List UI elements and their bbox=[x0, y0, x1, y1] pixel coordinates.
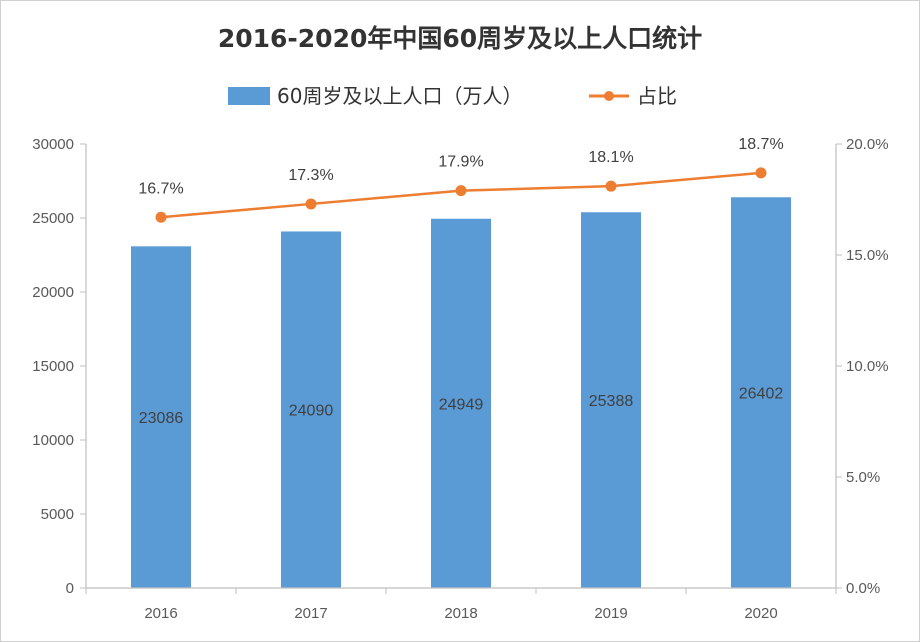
bar-value-label: 25388 bbox=[589, 393, 634, 410]
bar-value-label: 24949 bbox=[439, 396, 484, 413]
ratio-value-label: 18.1% bbox=[588, 149, 633, 166]
axes bbox=[85, 144, 837, 589]
bar-series bbox=[131, 197, 791, 588]
chart-title: 2016-2020年中国60周岁及以上人口统计 bbox=[218, 24, 702, 53]
x-tick-label: 2019 bbox=[594, 605, 627, 622]
ratio-point bbox=[305, 198, 317, 210]
ratio-point bbox=[605, 180, 617, 192]
left-tick-label: 5000 bbox=[41, 506, 74, 523]
left-tick-label: 15000 bbox=[32, 358, 74, 375]
x-tick-label: 2016 bbox=[144, 605, 177, 622]
x-tick-label: 2020 bbox=[744, 605, 777, 622]
line-series bbox=[155, 167, 767, 223]
left-tick-label: 0 bbox=[66, 580, 74, 597]
ratio-value-label: 17.9% bbox=[438, 154, 483, 171]
left-tick-label: 25000 bbox=[32, 210, 74, 227]
left-axis-ticks: 0 5000 10000 15000 20000 25000 30000 bbox=[32, 136, 86, 597]
x-tick-label: 2017 bbox=[294, 605, 327, 622]
legend-line-label: 占比 bbox=[637, 84, 677, 108]
right-axis-ticks: 0.0% 5.0% 10.0% 15.0% 20.0% bbox=[836, 136, 889, 597]
x-tick-label: 2018 bbox=[444, 605, 477, 622]
bar-value-label: 23086 bbox=[139, 410, 184, 427]
bar-value-label: 26402 bbox=[739, 386, 784, 403]
ratio-value-label: 17.3% bbox=[288, 167, 333, 184]
ratio-point bbox=[455, 185, 467, 197]
ratio-point bbox=[155, 211, 167, 223]
bar-data-labels: 23086 24090 24949 25388 26402 bbox=[139, 386, 784, 428]
bar bbox=[731, 197, 791, 588]
legend-bar-label: 60周岁及以上人口（万人） bbox=[277, 84, 522, 108]
legend: 60周岁及以上人口（万人） 占比 bbox=[228, 84, 677, 108]
right-tick-label: 5.0% bbox=[846, 469, 880, 486]
left-tick-label: 10000 bbox=[32, 432, 74, 449]
ratio-value-label: 18.7% bbox=[738, 136, 783, 153]
bar-value-label: 24090 bbox=[289, 403, 334, 420]
bar bbox=[281, 231, 341, 588]
bar bbox=[131, 246, 191, 588]
right-tick-label: 10.0% bbox=[846, 358, 889, 375]
left-tick-label: 30000 bbox=[32, 136, 74, 153]
x-axis-ticks: 2016 2017 2018 2019 2020 bbox=[85, 588, 837, 622]
right-tick-label: 0.0% bbox=[846, 580, 880, 597]
legend-line-marker bbox=[604, 91, 614, 101]
ratio-point bbox=[755, 167, 767, 179]
bar bbox=[431, 218, 491, 588]
right-tick-label: 15.0% bbox=[846, 247, 889, 264]
left-tick-label: 20000 bbox=[32, 284, 74, 301]
right-tick-label: 20.0% bbox=[846, 136, 889, 153]
ratio-value-label: 16.7% bbox=[138, 180, 183, 197]
legend-bar-swatch bbox=[228, 87, 270, 105]
line-data-labels: 16.7% 17.3% 17.9% 18.1% 18.7% bbox=[138, 136, 783, 197]
bar bbox=[581, 212, 641, 588]
